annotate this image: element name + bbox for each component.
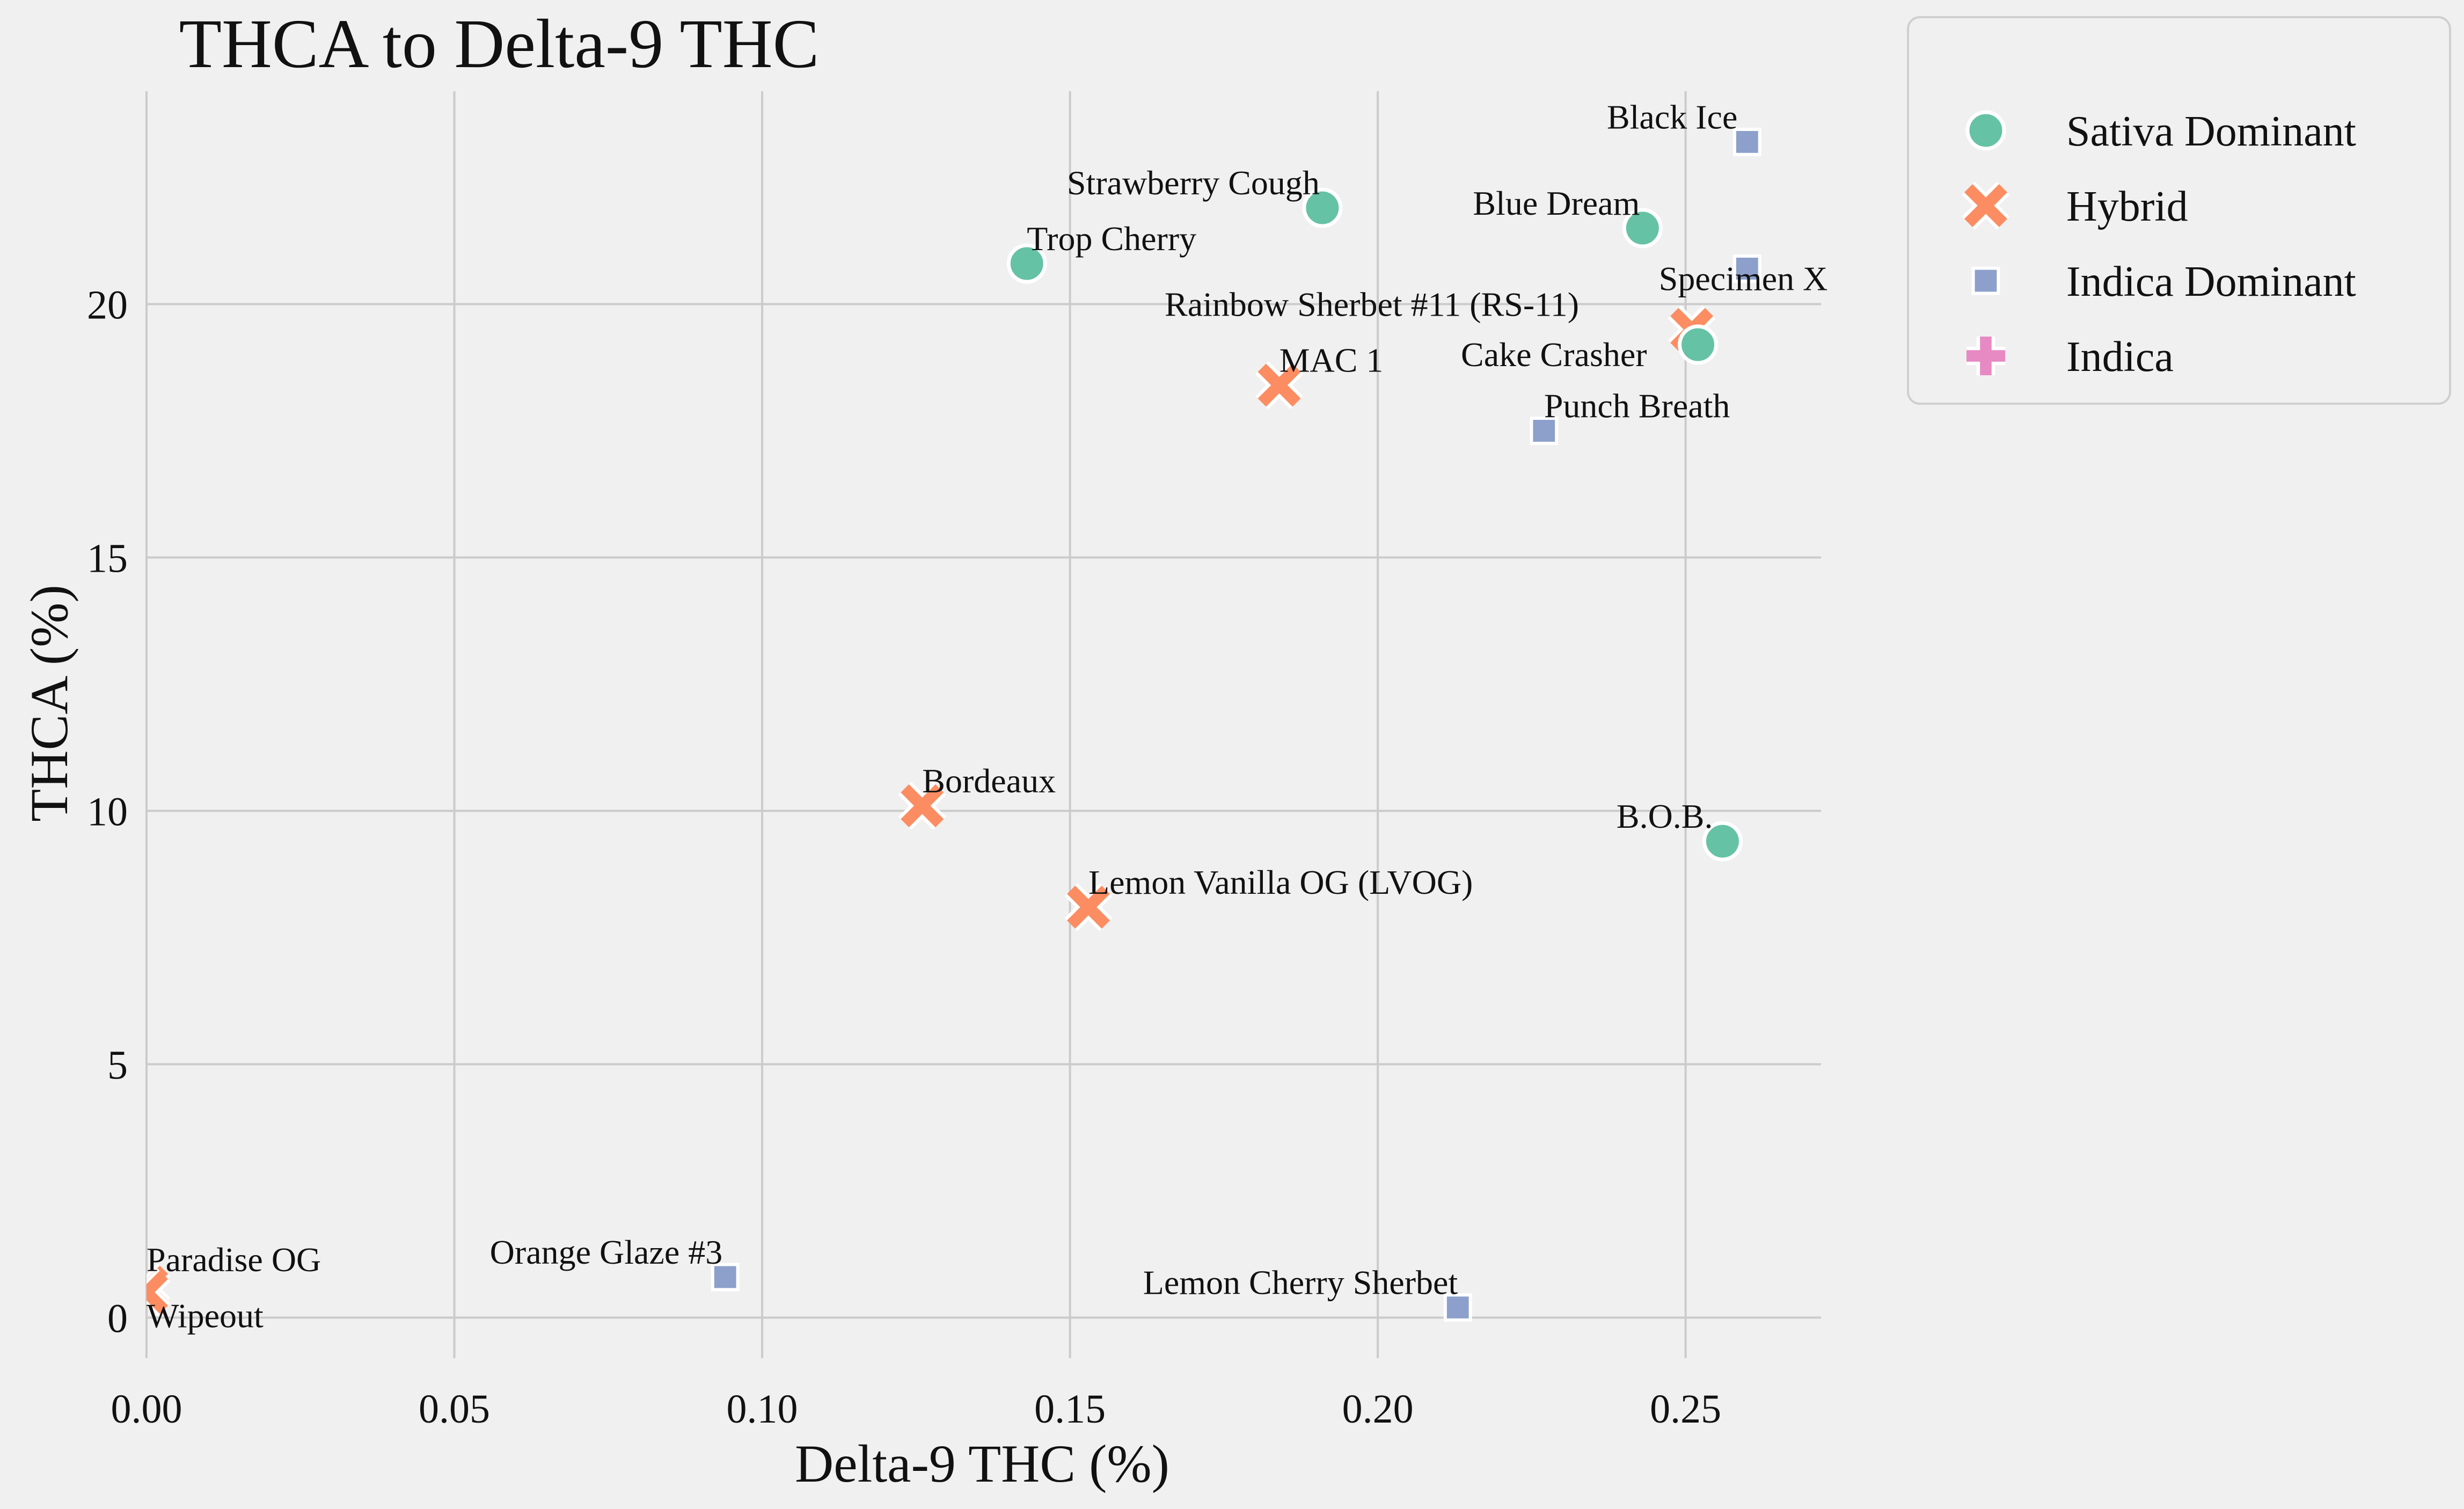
point-label: MAC 1 — [1279, 341, 1384, 380]
y-tick-label: 10 — [87, 789, 128, 834]
point-label: Trop Cherry — [1027, 220, 1196, 258]
y-tick-label: 15 — [87, 536, 128, 581]
legend-marker — [1962, 181, 2010, 230]
grid — [145, 91, 1821, 1358]
data-point — [147, 1268, 171, 1316]
x-axis-label: Delta-9 THC (%) — [795, 1434, 1169, 1493]
legend-marker — [1971, 266, 2000, 295]
point-label: B.O.B. — [1617, 797, 1713, 835]
point-label: Paradise OG — [147, 1241, 321, 1279]
legend-item: Indica — [1966, 333, 2174, 381]
data-point — [898, 782, 946, 830]
data-point — [1622, 208, 1663, 249]
point-label: Specimen X — [1659, 259, 1828, 297]
y-tick-label: 5 — [107, 1043, 128, 1088]
data-point — [1702, 821, 1743, 862]
data-point — [1732, 128, 1761, 156]
data-point — [1255, 361, 1304, 410]
data-point — [711, 1263, 740, 1292]
chart-title: THCA to Delta-9 THC — [179, 5, 820, 83]
point-label: Lemon Vanilla OG (LVOG) — [1088, 863, 1473, 901]
legend-item: Sativa Dominant — [1965, 108, 2356, 155]
data-point — [1302, 187, 1343, 228]
y-tick-label: 20 — [87, 282, 128, 327]
legend-item: Indica Dominant — [1971, 258, 2356, 305]
point-label: Punch Breath — [1544, 387, 1730, 425]
x-tick-label: 0.25 — [1650, 1387, 1721, 1432]
x-tick-label: 0.05 — [419, 1387, 490, 1432]
legend-marker — [1965, 110, 2006, 151]
x-tick-label: 0.20 — [1342, 1387, 1414, 1432]
point-label: Bordeaux — [922, 762, 1056, 800]
data-point — [1732, 254, 1761, 283]
data-point — [1006, 243, 1047, 284]
point-labels: Black Ice Strawberry Cough Blue Dream Trop … — [147, 98, 1827, 1335]
axis-ticks: 0.00 0.05 0.10 0.15 0.20 0.25 0 5 10 15 20 — [87, 282, 1721, 1432]
legend: Sativa Dominant Hybrid Indica Dominant Indi… — [1907, 16, 2451, 405]
data-point — [1678, 324, 1719, 365]
y-tick-label: 0 — [107, 1296, 128, 1341]
legend-label: Sativa Dominant — [2066, 108, 2356, 155]
legend-item: Hybrid — [1962, 181, 2188, 230]
point-label: Strawberry Cough — [1067, 164, 1320, 202]
legend-label: Hybrid — [2066, 183, 2188, 230]
x-tick-label: 0.15 — [1034, 1387, 1106, 1432]
point-label: Cake Crasher — [1461, 336, 1647, 374]
point-label: Blue Dream — [1473, 184, 1640, 222]
x-tick-label: 0.10 — [727, 1387, 798, 1432]
legend-label: Indica Dominant — [2066, 258, 2356, 305]
point-label: Wipeout — [147, 1296, 264, 1335]
y-axis-label: THCA (%) — [19, 585, 79, 822]
data-points — [147, 128, 1761, 1322]
data-point — [1530, 417, 1559, 445]
legend-marker — [1966, 337, 2005, 375]
point-label: Black Ice — [1607, 98, 1737, 136]
point-label: Lemon Cherry Sherbet — [1143, 1264, 1458, 1302]
data-point — [1064, 883, 1113, 931]
data-point — [1443, 1293, 1472, 1322]
x-tick-label: 0.00 — [111, 1387, 182, 1432]
point-label: Orange Glaze #3 — [490, 1233, 723, 1271]
point-label: Rainbow Sherbet #11 (RS-11) — [1165, 286, 1579, 324]
legend-label: Indica — [2066, 333, 2174, 381]
legend-box — [1907, 16, 2451, 405]
